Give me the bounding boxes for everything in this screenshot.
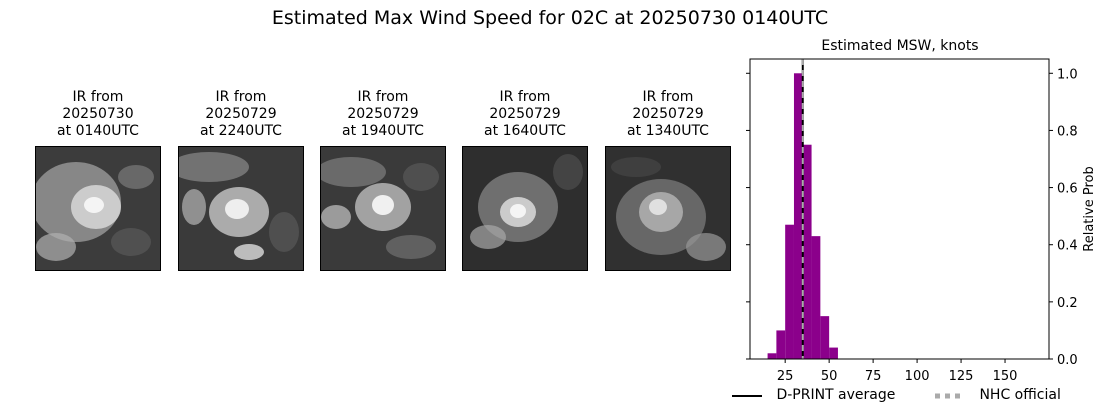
legend-dashed-line-icon xyxy=(935,393,965,399)
ir-panel-caption: IR from 20250729 at 1940UTC xyxy=(300,89,466,140)
caption-line: IR from xyxy=(499,89,551,105)
caption-line: IR from xyxy=(215,89,267,105)
legend-solid-line-icon xyxy=(732,395,762,397)
y-tick-label: 0.2 xyxy=(1057,296,1078,311)
histogram-bar xyxy=(785,224,794,359)
y-tick-label: 0.8 xyxy=(1057,124,1078,139)
chart-title: Estimated MSW, knots xyxy=(821,38,978,54)
caption-time: at 0140UTC xyxy=(57,123,139,139)
ir-satellite-image xyxy=(462,146,588,271)
x-tick-label: 50 xyxy=(821,369,838,384)
caption-date: 20250729 xyxy=(205,106,277,122)
caption-date: 20250729 xyxy=(489,106,561,122)
legend-dprint-label: D-PRINT average xyxy=(776,387,896,403)
x-tick-label: 100 xyxy=(905,369,930,384)
legend: D-PRINT average xyxy=(730,387,895,403)
histogram-bar xyxy=(793,73,803,360)
ir-panel-caption: IR from 20250729 at 1640UTC xyxy=(442,89,608,140)
histogram-bar xyxy=(811,236,821,359)
caption-date: 20250730 xyxy=(62,106,134,122)
y-tick-label: 1.0 xyxy=(1057,67,1078,82)
caption-date: 20250729 xyxy=(347,106,419,122)
figure-title: Estimated Max Wind Speed for 02C at 2025… xyxy=(271,7,829,29)
caption-line: IR from xyxy=(72,89,124,105)
ir-panel-caption: IR from 20250729 at 2240UTC xyxy=(158,89,324,140)
caption-date: 20250729 xyxy=(632,106,704,122)
y-tick-label: 0.0 xyxy=(1057,353,1078,368)
x-tick-label: 125 xyxy=(949,369,974,384)
caption-time: at 1940UTC xyxy=(342,123,424,139)
y-axis-label: Relative Prob xyxy=(1082,166,1097,251)
y-tick-label: 0.6 xyxy=(1057,182,1078,197)
x-tick-label: 25 xyxy=(777,369,794,384)
ir-satellite-image xyxy=(178,146,304,271)
histogram-bar xyxy=(820,316,830,359)
caption-time: at 1340UTC xyxy=(627,123,709,139)
y-tick-label: 0.4 xyxy=(1057,239,1078,254)
x-tick-label: 75 xyxy=(865,369,882,384)
histogram-bar xyxy=(767,353,777,359)
ir-panel-caption: IR from 20250729 at 1340UTC xyxy=(585,89,751,140)
legend: NHC official xyxy=(933,387,1061,403)
histogram-bar xyxy=(776,330,786,359)
caption-line: IR from xyxy=(357,89,409,105)
x-tick-label: 150 xyxy=(993,369,1018,384)
caption-line: IR from xyxy=(642,89,694,105)
ir-satellite-image xyxy=(605,146,731,271)
caption-time: at 1640UTC xyxy=(484,123,566,139)
histogram-bar xyxy=(829,347,838,359)
plot-frame xyxy=(749,58,1050,360)
ir-satellite-image xyxy=(35,146,161,271)
histogram-bar xyxy=(802,144,812,359)
ir-panel-caption: IR from 20250730 at 0140UTC xyxy=(15,89,181,140)
legend-nhc-label: NHC official xyxy=(979,387,1061,403)
ir-satellite-image xyxy=(320,146,446,271)
caption-time: at 2240UTC xyxy=(200,123,282,139)
